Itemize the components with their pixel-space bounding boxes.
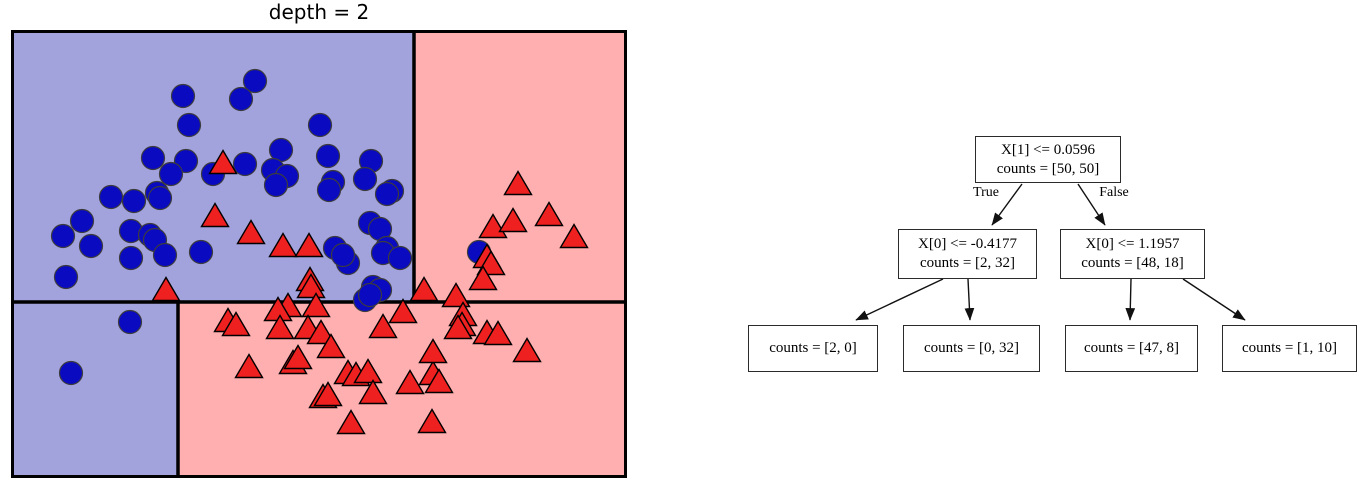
scatter-point-class1 xyxy=(265,314,295,340)
node-counts: counts = [0, 32] xyxy=(923,340,1020,356)
edge-left-leaf2-icon xyxy=(964,278,975,321)
edge-right-leaf4-icon xyxy=(1182,278,1246,321)
node-counts: counts = [1, 10] xyxy=(1241,340,1338,356)
scatter-point-class0 xyxy=(152,242,178,268)
scatter-point-class0 xyxy=(50,223,76,249)
scatter-point-class1 xyxy=(534,201,564,227)
edge-left-leaf1-icon xyxy=(855,278,944,321)
decision-tree-panel: X[1] <= 0.0596 counts = [50, 50] True Fa… xyxy=(740,120,1361,390)
scatter-point-class0 xyxy=(140,145,166,171)
scatter-point-class1 xyxy=(388,298,418,324)
tree-leaf-1: counts = [2, 0] xyxy=(748,325,878,372)
scatter-point-class1 xyxy=(512,337,542,363)
node-condition: X[1] <= 0.0596 xyxy=(1001,141,1095,158)
scatter-point-class0 xyxy=(58,360,84,386)
node-condition: X[0] <= 1.1957 xyxy=(1085,236,1180,252)
scatter-plot xyxy=(11,30,627,478)
scatter-point-class1 xyxy=(316,333,346,359)
scatter-point-class1 xyxy=(559,223,589,249)
scatter-point-class1 xyxy=(498,207,528,233)
scatter-point-class0 xyxy=(121,188,147,214)
scatter-point-class0 xyxy=(170,83,196,109)
plot-title: depth = 2 xyxy=(268,0,370,24)
scatter-point-class1 xyxy=(313,381,343,407)
scatter-point-class1 xyxy=(306,319,336,345)
scatter-point-class0 xyxy=(78,233,104,259)
scatter-point-class1 xyxy=(483,320,513,346)
scatter-point-class0 xyxy=(98,184,124,210)
scatter-panel: depth = 2 xyxy=(0,0,660,490)
scatter-point-class0 xyxy=(69,208,95,234)
scatter-point-class1 xyxy=(221,311,251,337)
scatter-point-class0 xyxy=(330,242,356,268)
scatter-point-class1 xyxy=(336,409,366,435)
scatter-point-class0 xyxy=(352,166,378,192)
scatter-point-class0 xyxy=(374,181,400,207)
edge-root-left-icon xyxy=(991,183,1023,226)
scatter-point-class1 xyxy=(441,282,471,308)
scatter-point-class0 xyxy=(53,264,79,290)
scatter-point-class1 xyxy=(468,265,498,291)
scatter-point-class1 xyxy=(417,408,447,434)
node-condition: X[0] <= -0.4177 xyxy=(918,236,1017,252)
scatter-point-class1 xyxy=(409,276,439,302)
scatter-point-class1 xyxy=(503,170,533,196)
scatter-point-class1 xyxy=(234,353,264,379)
scatter-point-class1 xyxy=(268,232,298,258)
region-bottom-left-class0 xyxy=(11,302,178,478)
tree-leaf-3: counts = [47, 8] xyxy=(1065,325,1198,372)
scatter-point-class0 xyxy=(188,239,214,265)
scatter-point-class1 xyxy=(283,344,313,370)
node-counts: counts = [50, 50] xyxy=(996,160,1100,177)
scatter-point-class1 xyxy=(418,338,448,364)
plot-border xyxy=(11,30,627,478)
scatter-point-class1 xyxy=(296,273,326,299)
scatter-point-class0 xyxy=(118,245,144,271)
scatter-point-class1 xyxy=(294,232,324,258)
edge-label-false: False xyxy=(1099,185,1129,200)
edge-label-true: True xyxy=(973,185,999,200)
scatter-point-class1 xyxy=(236,219,266,245)
edge-right-leaf3-icon xyxy=(1125,278,1136,321)
scatter-point-class0 xyxy=(316,177,342,203)
node-counts: counts = [48, 18] xyxy=(1081,255,1184,271)
scatter-point-class1 xyxy=(200,202,230,228)
scatter-point-class0 xyxy=(147,185,173,211)
node-counts: counts = [2, 0] xyxy=(769,340,857,356)
scatter-point-class0 xyxy=(315,143,341,169)
tree-leaf-4: counts = [1, 10] xyxy=(1222,325,1357,372)
scatter-point-class1 xyxy=(358,379,388,405)
scatter-point-class1 xyxy=(353,358,383,384)
scatter-point-class1 xyxy=(301,292,331,318)
scatter-point-class1 xyxy=(424,368,454,394)
scatter-point-class0 xyxy=(232,151,258,177)
scatter-point-class0 xyxy=(387,245,413,271)
edge-root-right-icon xyxy=(1077,183,1106,226)
scatter-point-class1 xyxy=(368,313,398,339)
tree-leaf-2: counts = [0, 32] xyxy=(903,325,1040,372)
scatter-point-class1 xyxy=(395,369,425,395)
scatter-point-class0 xyxy=(158,161,184,187)
region-top-right-class1 xyxy=(414,30,627,302)
scatter-point-class0 xyxy=(117,309,143,335)
scatter-point-class0 xyxy=(176,112,202,138)
node-counts: counts = [2, 32] xyxy=(919,255,1016,271)
scatter-point-class1 xyxy=(151,276,181,302)
node-counts: counts = [47, 8] xyxy=(1083,340,1180,356)
scatter-point-class0 xyxy=(357,282,383,308)
tree-node-right: X[0] <= 1.1957 counts = [48, 18] xyxy=(1060,229,1205,279)
scatter-point-class0 xyxy=(242,68,268,94)
scatter-point-class0 xyxy=(307,112,333,138)
scatter-point-class0 xyxy=(263,172,289,198)
scatter-point-class1 xyxy=(208,149,238,175)
tree-edges xyxy=(855,183,1246,321)
scatter-point-class1 xyxy=(443,314,473,340)
scatter-point-class0 xyxy=(228,86,254,112)
tree-node-root: X[1] <= 0.0596 counts = [50, 50] xyxy=(975,136,1121,183)
tree-node-left: X[0] <= -0.4177 counts = [2, 32] xyxy=(898,229,1037,279)
